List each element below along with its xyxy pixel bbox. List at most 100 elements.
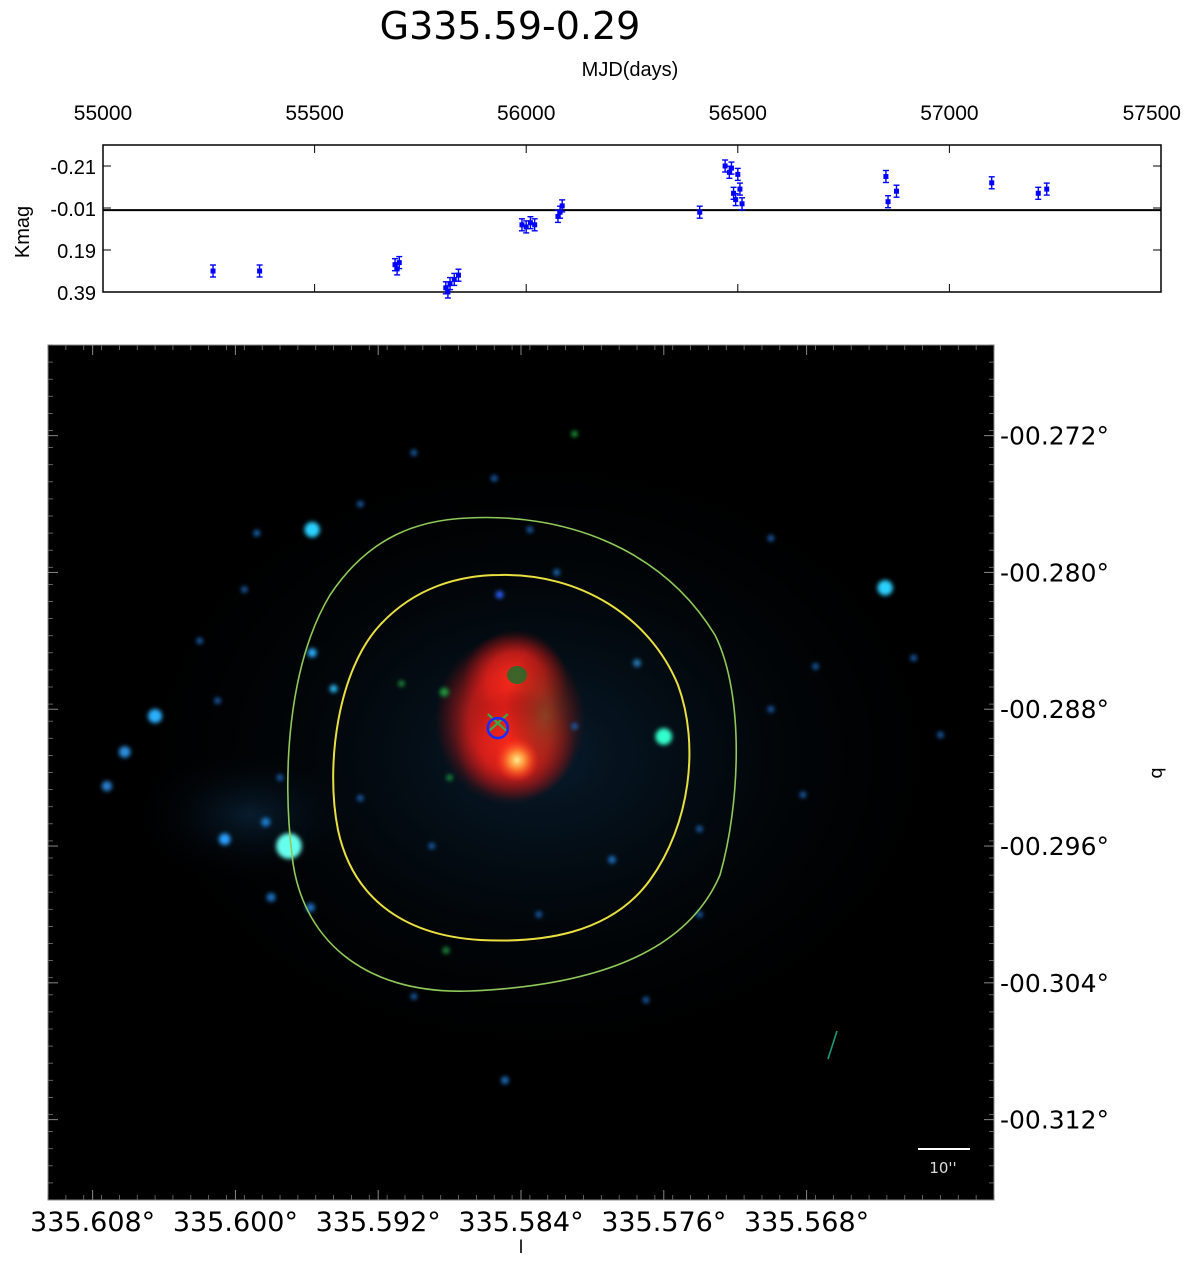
scale-bar-label: 10''	[929, 1159, 956, 1177]
b-tick-label: -00.296°	[1000, 832, 1109, 861]
star	[696, 911, 703, 918]
b-axis-label: b	[1147, 767, 1168, 778]
target-circle	[486, 716, 510, 740]
star	[357, 794, 364, 802]
image-tick-marks	[47, 344, 995, 1200]
y-tick-label: -0.01	[50, 199, 96, 221]
x-tick-label: 56500	[709, 102, 767, 125]
star	[305, 903, 315, 913]
data-point	[1035, 186, 1042, 201]
star	[241, 586, 248, 593]
star	[214, 697, 221, 704]
y-tick-label: 0.39	[57, 283, 96, 300]
data-point	[559, 199, 566, 213]
star-field	[101, 430, 1050, 1085]
data-point	[1043, 182, 1050, 196]
l-tick-label: 335.584°	[458, 1207, 583, 1238]
data-point	[885, 194, 892, 209]
x-tick-label: 57000	[920, 102, 978, 125]
star	[937, 731, 944, 739]
star	[442, 946, 450, 954]
data-point	[396, 255, 403, 270]
star	[196, 637, 203, 645]
l-tick-label: 335.600°	[173, 1207, 298, 1238]
data-point	[893, 184, 900, 198]
x-tick-labels: 55000 55500 56000 56500 57000 57500	[74, 102, 1181, 125]
data-point	[210, 264, 217, 278]
x-tick-label: 57500	[1123, 102, 1181, 125]
star	[501, 1076, 509, 1085]
plot-frame	[102, 144, 1162, 293]
data-point	[696, 205, 703, 219]
l-tick-label: 335.568°	[744, 1207, 869, 1238]
star	[571, 430, 578, 438]
red-emission-region	[435, 630, 585, 805]
star	[398, 680, 405, 687]
star	[148, 709, 163, 724]
data-point	[531, 218, 538, 232]
star	[642, 996, 650, 1004]
sky-image-chart: 10'' 335.608° 335.600° 335.592° 335.584° 335…	[30, 344, 1168, 1258]
star	[101, 781, 113, 792]
b-tick-label: -00.280°	[1000, 558, 1109, 587]
data-point	[518, 218, 525, 232]
data-points	[210, 159, 1050, 299]
data-point	[728, 161, 735, 175]
star	[877, 580, 893, 596]
data-point	[455, 268, 462, 282]
outer-contour	[287, 516, 738, 992]
star	[1000, 732, 1006, 738]
data-point	[988, 176, 995, 190]
star	[535, 911, 543, 918]
star	[767, 706, 775, 713]
data-point	[882, 169, 889, 184]
x-axis-label: MJD(days)	[582, 60, 679, 81]
star	[655, 728, 673, 745]
star	[910, 654, 917, 662]
data-point	[451, 272, 458, 287]
star	[276, 833, 302, 859]
x-tick-label: 55500	[285, 102, 343, 125]
star	[410, 993, 418, 1000]
data-point	[736, 182, 743, 196]
star	[767, 535, 775, 542]
l-tick-label: 335.592°	[316, 1207, 441, 1238]
star	[118, 746, 131, 758]
star	[696, 825, 703, 833]
data-point	[256, 264, 263, 278]
star	[218, 833, 231, 845]
light-curve-chart: MJD(days) Kmag 55000 55500 56000 56500 57000…	[12, 60, 1181, 300]
b-tick-label: -00.312°	[1000, 1106, 1109, 1135]
star	[812, 663, 819, 670]
star	[439, 687, 449, 697]
inner-contour	[332, 573, 691, 942]
star	[276, 774, 284, 781]
y-tick-label: -0.21	[50, 157, 96, 179]
star	[1042, 748, 1050, 756]
star	[304, 522, 320, 538]
tick-marks	[102, 145, 1162, 293]
star	[307, 648, 317, 658]
cluster-haze	[130, 745, 370, 885]
data-point	[739, 197, 746, 211]
star	[253, 529, 261, 537]
data-point	[527, 215, 534, 230]
star	[446, 774, 453, 781]
cross-mark	[487, 713, 509, 733]
star	[526, 526, 534, 533]
b-tick-label: -00.288°	[1000, 695, 1109, 724]
x-tick-label: 55000	[74, 102, 132, 125]
l-axis-label: l	[518, 1237, 523, 1258]
b-tick-labels: -00.272° -00.280° -00.288° -00.296° -00.304°…	[1000, 422, 1109, 1135]
scale-bar: 10''	[918, 1148, 970, 1177]
star	[266, 892, 276, 902]
star	[495, 590, 504, 599]
l-tick-label: 335.608°	[30, 1207, 155, 1238]
star	[571, 723, 578, 730]
star	[410, 449, 418, 456]
target-marker	[486, 713, 510, 740]
star	[491, 475, 498, 482]
x-tick-label: 56000	[497, 102, 555, 125]
star	[553, 569, 560, 576]
star	[357, 500, 364, 508]
